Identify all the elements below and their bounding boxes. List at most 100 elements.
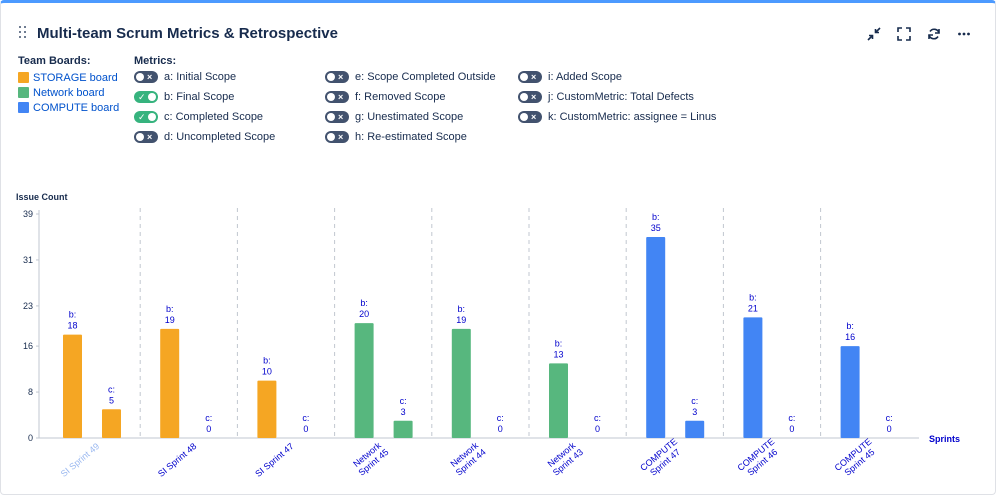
more-icon[interactable] — [953, 23, 975, 45]
data-label-series: b: — [749, 292, 757, 302]
data-label-series: b: — [166, 304, 174, 314]
y-tick-label: 0 — [28, 433, 33, 443]
metric-toggle-g[interactable]: × g: Unestimated Scope — [325, 111, 463, 123]
data-label-value: 3 — [401, 407, 406, 417]
metric-toggle-a[interactable]: × a: Initial Scope — [134, 71, 236, 83]
bar-c — [685, 420, 705, 438]
x-tick-label-line1: SI Sprint 48 — [156, 441, 198, 479]
toggle-off-icon[interactable]: × — [518, 71, 542, 83]
toggle-off-icon[interactable]: × — [134, 131, 158, 143]
toggle-off-icon[interactable]: × — [134, 71, 158, 83]
toggle-off-icon[interactable]: × — [518, 111, 542, 123]
data-label-value: 0 — [789, 424, 794, 434]
metric-toggle-h[interactable]: × h: Re-estimated Scope — [325, 131, 467, 143]
fullscreen-icon[interactable] — [893, 23, 915, 45]
metric-label: d: Uncompleted Scope — [164, 131, 276, 143]
metrics-title: Metrics: — [134, 55, 177, 67]
x-tick-label[interactable]: SI Sprint 47 — [253, 441, 295, 479]
data-label-series: b: — [263, 356, 271, 366]
drag-handle-icon[interactable] — [19, 26, 29, 40]
metric-toggle-k[interactable]: × k: CustomMetric: assignee = Linus — [518, 111, 716, 123]
data-label-series: c: — [886, 413, 893, 423]
metric-label: j: CustomMetric: Total Defects — [548, 91, 694, 103]
toggle-on-icon[interactable]: ✓ — [134, 91, 158, 103]
data-label-value: 0 — [498, 424, 503, 434]
metric-label: c: Completed Scope — [164, 111, 264, 123]
data-label-series: c: — [788, 413, 795, 423]
data-label-series: c: — [497, 413, 504, 423]
x-axis-label: Sprints — [929, 434, 960, 444]
data-label-value: 5 — [109, 395, 114, 405]
bar-c — [102, 409, 121, 438]
y-tick-label: 16 — [23, 341, 33, 351]
toggle-off-icon[interactable]: × — [518, 91, 542, 103]
metric-label: e: Scope Completed Outside — [355, 71, 496, 83]
metric-toggle-e[interactable]: × e: Scope Completed Outside — [325, 71, 496, 83]
data-label-series: c: — [400, 396, 407, 406]
data-label-series: b: — [69, 310, 77, 320]
team-boards-title: Team Boards: — [18, 55, 91, 67]
toggle-off-icon[interactable]: × — [325, 91, 349, 103]
gadget-actions — [863, 23, 975, 45]
y-axis-label: Issue Count — [16, 192, 68, 202]
x-tick-label-line1: SI Sprint 47 — [253, 441, 295, 479]
data-label-value: 20 — [359, 309, 369, 319]
data-label-value: 19 — [456, 315, 466, 325]
data-label-value: 0 — [303, 424, 308, 434]
metric-toggle-d[interactable]: × d: Uncompleted Scope — [134, 131, 275, 143]
metric-toggle-b[interactable]: ✓ b: Final Scope — [134, 91, 234, 103]
data-label-series: c: — [302, 413, 309, 423]
metric-toggle-j[interactable]: × j: CustomMetric: Total Defects — [518, 91, 694, 103]
bar-b — [160, 328, 180, 438]
data-label-value: 3 — [692, 407, 697, 417]
data-label-series: c: — [594, 413, 601, 423]
x-tick-label[interactable]: SI Sprint 49 — [59, 441, 101, 479]
bar-b — [549, 363, 568, 438]
legend-storage-board[interactable]: STORAGE board — [18, 70, 119, 85]
legend-network-board[interactable]: Network board — [18, 85, 119, 100]
toggle-off-icon[interactable]: × — [325, 71, 349, 83]
legend-label: Network board — [33, 86, 105, 99]
data-label-value: 0 — [595, 424, 600, 434]
data-label-series: b: — [458, 304, 466, 314]
toggle-off-icon[interactable]: × — [325, 111, 349, 123]
y-tick-label: 31 — [23, 255, 33, 265]
data-label-series: b: — [555, 338, 563, 348]
metric-label: g: Unestimated Scope — [355, 111, 464, 123]
network-swatch — [18, 87, 29, 98]
toggle-on-icon[interactable]: ✓ — [134, 111, 158, 123]
data-label-value: 16 — [845, 332, 855, 342]
metric-toggle-c[interactable]: ✓ c: Completed Scope — [134, 111, 263, 123]
x-tick-label[interactable]: SI Sprint 48 — [156, 441, 198, 479]
bar-c — [393, 420, 413, 438]
y-tick-label: 8 — [28, 387, 33, 397]
bar-b — [840, 346, 860, 438]
legend-compute-board[interactable]: COMPUTE board — [18, 100, 119, 115]
bar-b — [646, 236, 666, 438]
bar-b — [257, 380, 277, 438]
bar-b — [63, 334, 82, 438]
data-label-value: 21 — [748, 303, 758, 313]
bar-b — [743, 317, 763, 438]
gadget-header: Multi-team Scrum Metrics & Retrospective — [19, 23, 338, 43]
data-label-value: 19 — [165, 315, 175, 325]
data-label-series: b: — [846, 321, 854, 331]
collapse-icon[interactable] — [863, 23, 885, 45]
data-label-series: c: — [205, 413, 212, 423]
data-label-series: b: — [360, 298, 368, 308]
metric-toggle-i[interactable]: × i: Added Scope — [518, 71, 622, 83]
bar-b — [451, 328, 471, 438]
metrics-legend: Metrics: × a: Initial Scope ✓ b: Final Scop… — [134, 55, 716, 143]
y-tick-label: 39 — [23, 209, 33, 219]
refresh-icon[interactable] — [923, 23, 945, 45]
toggle-off-icon[interactable]: × — [325, 131, 349, 143]
legend-label: COMPUTE board — [33, 101, 120, 114]
metric-toggle-f[interactable]: × f: Removed Scope — [325, 91, 446, 103]
